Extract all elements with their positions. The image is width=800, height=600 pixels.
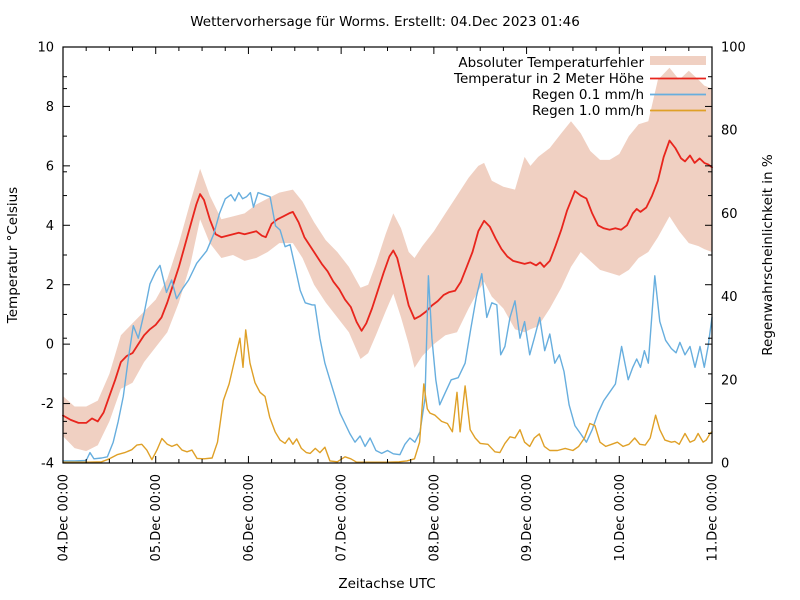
y-right-tick-label: 0	[721, 457, 729, 472]
y-right-tick-label: 20	[721, 373, 738, 388]
tick-labels-layer: 04.Dec 00:00 05.Dec 00:00 06.Dec 00:00 07.D…	[37, 41, 745, 562]
y-axis-label-right: Regenwahrscheinlichkeit in %	[760, 154, 776, 356]
series-lines-layer	[62, 139, 713, 463]
rain-01mm-line	[62, 191, 713, 462]
y-right-tick-label: 60	[721, 207, 738, 222]
plot-frame-and-ticks	[62, 46, 713, 464]
x-tick-label: 11.Dec 00:00	[706, 474, 721, 561]
y-left-tick-label: 0	[46, 338, 54, 353]
x-tick-label: 05.Dec 00:00	[149, 474, 164, 561]
x-tick-label: 06.Dec 00:00	[242, 474, 257, 561]
rain-10mm-line	[62, 329, 713, 463]
y-axis-label-left: Temperatur °Celsius	[5, 187, 21, 324]
temperature-line	[62, 139, 713, 424]
y-left-tick-label: 4	[46, 219, 54, 234]
y-right-tick-label: 80	[721, 124, 738, 139]
y-left-tick-label: 6	[46, 159, 54, 174]
x-tick-label: 10.Dec 00:00	[613, 474, 628, 561]
y-right-tick-label: 100	[721, 41, 746, 56]
y-left-tick-label: -4	[41, 457, 54, 472]
legend-label: Regen 0.1 mm/h	[532, 87, 644, 103]
y-left-tick-label: 8	[46, 100, 54, 115]
x-axis-label: Zeitachse UTC	[338, 576, 435, 592]
legend-label: Regen 1.0 mm/h	[532, 103, 644, 119]
x-tick-label: 08.Dec 00:00	[427, 474, 442, 561]
chart-title: Wettervorhersage für Worms. Erstellt: 04…	[190, 14, 580, 30]
y-left-tick-label: -2	[41, 397, 54, 412]
legend-label: Absoluter Temperaturfehler	[458, 55, 644, 71]
x-tick-label: 09.Dec 00:00	[520, 474, 535, 561]
legend-band-swatch	[650, 56, 706, 65]
x-tick-label: 04.Dec 00:00	[57, 474, 72, 561]
y-right-tick-label: 40	[721, 290, 738, 305]
y-left-tick-label: 2	[46, 278, 54, 293]
legend-label: Temperatur in 2 Meter Höhe	[453, 71, 644, 87]
y-left-tick-label: 10	[37, 41, 54, 56]
x-tick-label: 07.Dec 00:00	[335, 474, 350, 561]
